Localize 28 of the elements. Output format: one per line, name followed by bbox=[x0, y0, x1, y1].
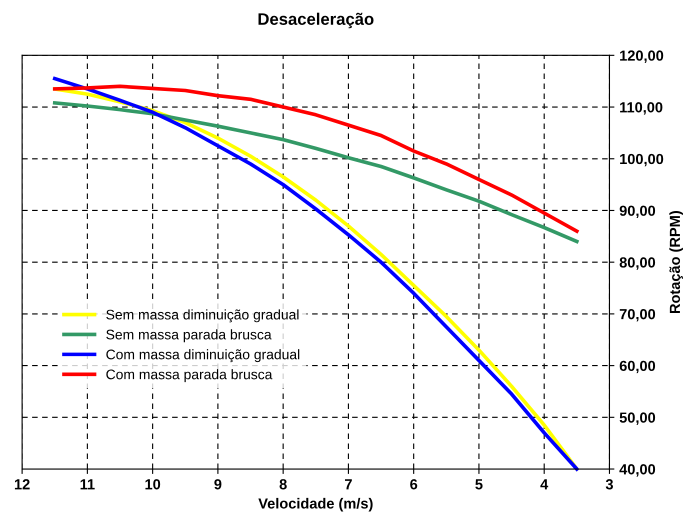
chart-title: Desaceleração bbox=[258, 12, 374, 28]
x-tick-label: 12 bbox=[14, 479, 30, 490]
x-tick-label: 3 bbox=[606, 479, 613, 490]
x-tick-label: 11 bbox=[80, 479, 95, 490]
y-tick-label: 40,00 bbox=[619, 464, 656, 477]
y-tick-label: 90,00 bbox=[620, 206, 656, 218]
y-tick-label: 60,00 bbox=[620, 360, 656, 374]
line-series bbox=[52, 84, 579, 233]
x-tick-label: 9 bbox=[214, 479, 222, 490]
x-tick-label: 10 bbox=[145, 479, 160, 490]
x-tick-label: 7 bbox=[344, 479, 352, 490]
legend-label: Com massa diminuição gradual bbox=[106, 349, 300, 362]
y-axis-title: Rotação (RPM) bbox=[669, 211, 683, 314]
x-tick-label: 4 bbox=[540, 479, 548, 490]
x-axis-title: Velocidade (m/s) bbox=[258, 498, 373, 512]
x-tick-label: 6 bbox=[410, 479, 418, 490]
y-tick-label: 120,00 bbox=[620, 50, 664, 63]
line-series bbox=[52, 101, 579, 244]
y-tick-label: 80,00 bbox=[620, 257, 656, 270]
legend-label: Sem massa diminuição gradual bbox=[106, 309, 298, 322]
y-tick-label: 70,00 bbox=[620, 308, 656, 322]
y-tick-label: 100,00 bbox=[620, 154, 664, 166]
legend-label: Sem massa parada brusca bbox=[106, 329, 272, 342]
y-tick-label: 50,00 bbox=[620, 412, 656, 425]
x-tick-label: 5 bbox=[475, 479, 483, 490]
legend-label: Com massa parada brusca bbox=[106, 369, 272, 382]
x-tick-label: 8 bbox=[280, 479, 287, 490]
y-tick-label: 110,00 bbox=[620, 102, 662, 115]
